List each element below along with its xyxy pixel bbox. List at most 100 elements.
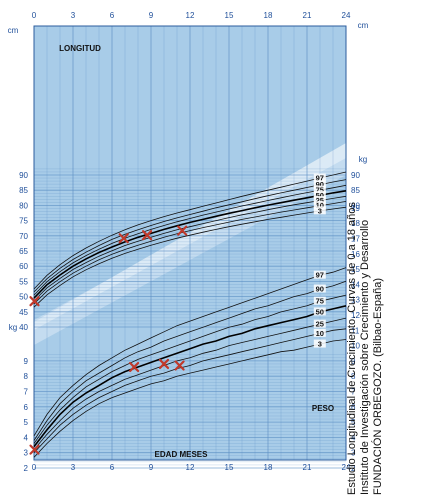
longitud-y-tick-left: 70 <box>19 232 28 241</box>
peso-y-tick-right: 4 <box>351 433 356 442</box>
x-tick-bottom: 9 <box>149 463 154 472</box>
peso-y-tick-right: 5 <box>351 418 356 427</box>
x-tick-bottom: 15 <box>225 463 234 472</box>
peso-curve-p75 <box>33 294 347 444</box>
x-tick-bottom: 3 <box>71 463 76 472</box>
peso-y-tick-left: 3 <box>24 449 29 458</box>
longitud-pct-bg <box>313 173 326 182</box>
longitud-unit-left: cm <box>8 26 19 35</box>
x-tick-top: 6 <box>110 11 115 20</box>
x-tick-bottom: 12 <box>186 463 195 472</box>
source-note-line-1: Estudio Longitudinal de Crecimiento. Cur… <box>346 202 358 495</box>
source-note-line-2: Instituto de Investigación sobre Crecimi… <box>359 219 371 495</box>
peso-measurement-marker <box>158 358 170 370</box>
longitud-y-tick-left: 90 <box>19 171 28 180</box>
longitud-percentile-label: 50 <box>316 191 324 200</box>
longitud-measurement-marker <box>177 225 188 236</box>
peso-percentile-label: 10 <box>316 329 324 338</box>
peso-y-tick-right: 13 <box>351 296 360 305</box>
peso-pct-bg <box>313 328 326 337</box>
peso-y-tick-right: 11 <box>351 326 360 335</box>
longitud-curve-p25 <box>33 195 347 302</box>
longitud-curve-p90 <box>33 179 347 293</box>
peso-y-tick-right: 17 <box>351 235 360 244</box>
longitud-y-tick-left: 85 <box>19 186 28 195</box>
longitud-percentile-label: 90 <box>316 180 324 189</box>
longitud-y-tick-right: 80 <box>351 201 360 210</box>
longitud-y-tick-right: 85 <box>351 186 360 195</box>
peso-measurement-marker <box>129 361 140 373</box>
peso-y-tick-left: 9 <box>24 357 29 366</box>
peso-y-tick-right: 18 <box>351 219 360 228</box>
peso-curve-p90 <box>33 280 347 441</box>
longitud-percentile-label: 25 <box>316 196 324 205</box>
peso-pct-bg <box>313 319 326 328</box>
peso-pct-bg <box>313 339 326 348</box>
peso-y-tick-right: 10 <box>351 342 360 351</box>
peso-y-tick-left: 2 <box>24 464 29 473</box>
peso-percentile-label: 50 <box>316 307 324 316</box>
longitud-curve-p10 <box>33 201 347 305</box>
x-tick-top: 9 <box>149 11 154 20</box>
longitud-curve-p3 <box>33 206 347 308</box>
longitud-y-tick-left: 40 <box>19 323 28 332</box>
peso-percentile-label: 75 <box>316 297 324 306</box>
longitud-title: LONGITUD <box>59 44 101 53</box>
peso-curve-p25 <box>33 317 347 450</box>
peso-y-tick-right: 3 <box>351 449 356 458</box>
longitud-pct-bg <box>313 201 326 210</box>
longitud-percentile-label: 75 <box>316 186 324 195</box>
x-tick-top: 24 <box>342 11 351 20</box>
x-tick-top: 0 <box>32 11 37 20</box>
longitud-y-tick-left: 80 <box>19 201 28 210</box>
peso-y-tick-right: 8 <box>351 372 356 381</box>
longitud-curve-p75 <box>33 184 347 296</box>
peso-y-tick-left: 5 <box>24 418 29 427</box>
x-axis-title: EDAD MESES <box>155 450 209 459</box>
x-tick-bottom: 21 <box>303 463 312 472</box>
peso-pct-bg <box>313 284 326 293</box>
peso-pct-bg <box>313 307 326 316</box>
longitud-y-tick-left: 50 <box>19 293 28 302</box>
longitud-percentile-label: 10 <box>316 201 324 210</box>
peso-measurement-marker <box>29 444 40 455</box>
peso-title: PESO <box>312 404 334 413</box>
peso-pct-bg <box>313 270 326 279</box>
x-tick-bottom: 18 <box>264 463 273 472</box>
peso-percentile-label: 25 <box>316 320 324 329</box>
x-tick-top: 21 <box>303 11 312 20</box>
peso-y-tick-left: 7 <box>24 388 29 397</box>
peso-pct-bg <box>313 296 326 305</box>
peso-y-tick-right: 7 <box>351 388 356 397</box>
peso-measurement-marker <box>174 360 185 371</box>
x-tick-bottom: 0 <box>32 463 37 472</box>
peso-y-tick-right: 19 <box>351 204 360 213</box>
longitud-measurement-marker <box>142 230 153 241</box>
peso-percentile-label: 97 <box>316 271 324 280</box>
longitud-curve-p97 <box>33 171 347 290</box>
plot-frame <box>33 25 347 461</box>
peso-measurements <box>29 358 185 455</box>
peso-y-tick-right: 14 <box>351 280 360 289</box>
peso-curve-p97 <box>33 267 347 437</box>
x-tick-top: 15 <box>225 11 234 20</box>
peso-y-tick-right: 6 <box>351 403 356 412</box>
longitud-pct-bg <box>313 196 326 205</box>
peso-unit-right: kg <box>359 155 367 164</box>
longitud-pct-bg <box>313 180 326 189</box>
peso-y-tick-right: 16 <box>351 250 360 259</box>
peso-y-tick-left: 8 <box>24 372 29 381</box>
x-tick-bottom: 24 <box>342 463 351 472</box>
peso-percentile-label: 90 <box>316 284 324 293</box>
longitud-y-tick-left: 60 <box>19 262 28 271</box>
longitud-pct-bg <box>313 190 326 199</box>
source-note-line-3: FUNDACIÓN ORBEGOZO. (Bilbao-España) <box>372 278 384 495</box>
peso-y-tick-right: 9 <box>351 357 356 366</box>
x-tick-top: 12 <box>186 11 195 20</box>
longitud-measurement-marker <box>29 296 40 307</box>
peso-y-tick-right: 12 <box>351 311 360 320</box>
peso-y-tick-left: 4 <box>24 433 29 442</box>
